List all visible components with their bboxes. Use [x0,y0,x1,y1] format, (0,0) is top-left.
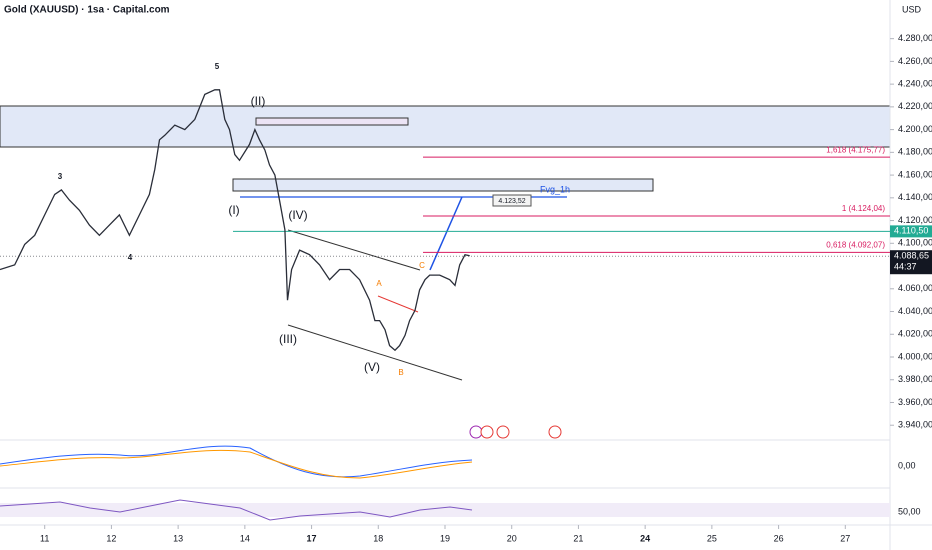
y-tick-label: 4.200,00 [898,124,932,134]
x-tick-label: 20 [507,533,517,543]
y-tick-label: 3.940,00 [898,420,932,430]
y-tick-label: 4.240,00 [898,79,932,89]
x-tick-label: 13 [173,533,183,543]
zone [0,105,891,148]
x-tick-label: 17 [307,533,317,543]
rsi-line [0,499,473,521]
price-line-series [0,89,470,352]
y-tick-label: 4.100,00 [898,238,932,248]
price-label-box [890,250,932,275]
y-tick-label: 4.160,00 [898,169,932,179]
macd-label: 0,00 [898,460,916,470]
price-label: 4.088,65 [894,251,929,261]
annotation: Fvg_1h [540,184,570,194]
chart-title: Gold (XAUUSD) · 1sa · Capital.com [4,5,170,16]
rsi-label: 50,00 [898,506,921,516]
y-tick-label: 4.020,00 [898,329,932,339]
x-tick-label: 25 [707,533,717,543]
y-tick-label: 4.000,00 [898,351,932,361]
y-tick-label: 4.220,00 [898,101,932,111]
x-tick-label: 12 [106,533,116,543]
event-icons [469,425,562,439]
currency: USD [902,4,922,14]
price-label: 4.110,50 [894,226,928,236]
annotation: (I) [228,203,239,217]
callout-box [492,194,532,207]
countdown: 44:37 [894,262,917,272]
annotation: C [419,261,425,270]
x-tick-label: 19 [440,533,450,543]
y-tick-label: 4.040,00 [898,306,932,316]
x-tick-label: 14 [240,533,250,543]
annotation: (V) [364,360,380,374]
x-tick-label: 21 [573,533,583,543]
zone [255,117,409,126]
y-tick-label: 3.960,00 [898,397,932,407]
y-tick-label: 4.280,00 [898,33,932,43]
x-tick-label: 18 [373,533,383,543]
projection-line [429,196,463,271]
y-tick-label: 4.180,00 [898,147,932,157]
y-tick-label: 4.140,00 [898,192,932,202]
price-label-box [890,225,932,238]
annotation: 5 [215,62,220,71]
fib-label: 0,618 (4.092,07) [826,240,885,249]
annotation: A [376,279,382,288]
y-tick-label: 4.120,00 [898,215,932,225]
annotation: B [398,368,403,377]
x-tick-label: 26 [774,533,784,543]
y-tick-label: 4.060,00 [898,283,932,293]
fib-label: 1 (4.124,04) [842,204,885,213]
annotation: 4.123,52 [498,198,525,205]
fib-label: 1,618 (4.175,77) [826,145,885,154]
y-tick-label: 3.980,00 [898,374,932,384]
y-tick-label: 4.260,00 [898,56,932,66]
macd-line [0,445,473,478]
annotation: 3 [58,172,63,181]
zone [232,178,654,192]
annotation: (II) [251,94,266,108]
annotation: 4 [128,253,133,262]
annotation: (IV) [288,208,307,222]
channel-line [287,229,421,271]
x-tick-label: 27 [840,533,850,543]
x-tick-label: 24 [640,533,650,543]
wave-line [377,295,419,313]
signal-line [0,449,473,479]
channel-line [287,324,463,381]
rsi-band [0,503,890,517]
x-tick-label: 11 [40,533,49,543]
annotation: (III) [279,332,297,346]
